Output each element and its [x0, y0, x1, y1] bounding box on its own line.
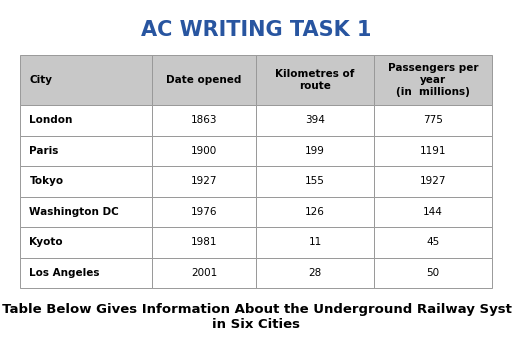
- Text: Passengers per
year
(in  millions): Passengers per year (in millions): [388, 63, 478, 97]
- FancyBboxPatch shape: [374, 105, 492, 136]
- FancyBboxPatch shape: [152, 257, 256, 288]
- Text: 45: 45: [426, 237, 440, 247]
- FancyBboxPatch shape: [20, 136, 152, 166]
- Text: Tokyo: Tokyo: [29, 176, 63, 186]
- FancyBboxPatch shape: [256, 166, 374, 196]
- FancyBboxPatch shape: [374, 166, 492, 196]
- FancyBboxPatch shape: [374, 196, 492, 227]
- Text: 50: 50: [426, 268, 440, 278]
- FancyBboxPatch shape: [256, 55, 374, 105]
- Text: The Table Below Gives Information About the Underground Railway Systems
in Six C: The Table Below Gives Information About …: [0, 303, 512, 331]
- Text: 1927: 1927: [420, 176, 446, 186]
- Text: City: City: [29, 75, 52, 85]
- FancyBboxPatch shape: [374, 257, 492, 288]
- FancyBboxPatch shape: [256, 257, 374, 288]
- Text: 394: 394: [305, 115, 325, 125]
- FancyBboxPatch shape: [256, 105, 374, 136]
- Text: 155: 155: [305, 176, 325, 186]
- FancyBboxPatch shape: [152, 227, 256, 257]
- Text: 1191: 1191: [420, 146, 446, 156]
- FancyBboxPatch shape: [20, 227, 152, 257]
- Text: 28: 28: [308, 268, 322, 278]
- Text: 126: 126: [305, 207, 325, 217]
- Text: 11: 11: [308, 237, 322, 247]
- FancyBboxPatch shape: [152, 55, 256, 105]
- Text: London: London: [29, 115, 73, 125]
- FancyBboxPatch shape: [20, 166, 152, 196]
- FancyBboxPatch shape: [374, 136, 492, 166]
- FancyBboxPatch shape: [152, 105, 256, 136]
- Text: Kyoto: Kyoto: [29, 237, 63, 247]
- Text: 2001: 2001: [191, 268, 217, 278]
- Text: AC WRITING TASK 1: AC WRITING TASK 1: [141, 20, 371, 40]
- Text: 199: 199: [305, 146, 325, 156]
- Text: 775: 775: [423, 115, 443, 125]
- FancyBboxPatch shape: [20, 257, 152, 288]
- Text: 1863: 1863: [191, 115, 217, 125]
- Text: 1927: 1927: [191, 176, 217, 186]
- Text: 144: 144: [423, 207, 443, 217]
- FancyBboxPatch shape: [152, 196, 256, 227]
- Text: Date opened: Date opened: [166, 75, 242, 85]
- FancyBboxPatch shape: [20, 55, 152, 105]
- FancyBboxPatch shape: [374, 55, 492, 105]
- FancyBboxPatch shape: [152, 166, 256, 196]
- Text: Kilometres of
route: Kilometres of route: [275, 69, 355, 91]
- FancyBboxPatch shape: [20, 105, 152, 136]
- Text: Paris: Paris: [29, 146, 59, 156]
- Text: 1976: 1976: [191, 207, 217, 217]
- FancyBboxPatch shape: [256, 196, 374, 227]
- FancyBboxPatch shape: [152, 136, 256, 166]
- FancyBboxPatch shape: [374, 227, 492, 257]
- Text: 1900: 1900: [191, 146, 217, 156]
- Text: 1981: 1981: [191, 237, 217, 247]
- Text: Los Angeles: Los Angeles: [29, 268, 100, 278]
- FancyBboxPatch shape: [256, 136, 374, 166]
- Text: Washington DC: Washington DC: [29, 207, 119, 217]
- FancyBboxPatch shape: [256, 227, 374, 257]
- FancyBboxPatch shape: [20, 196, 152, 227]
